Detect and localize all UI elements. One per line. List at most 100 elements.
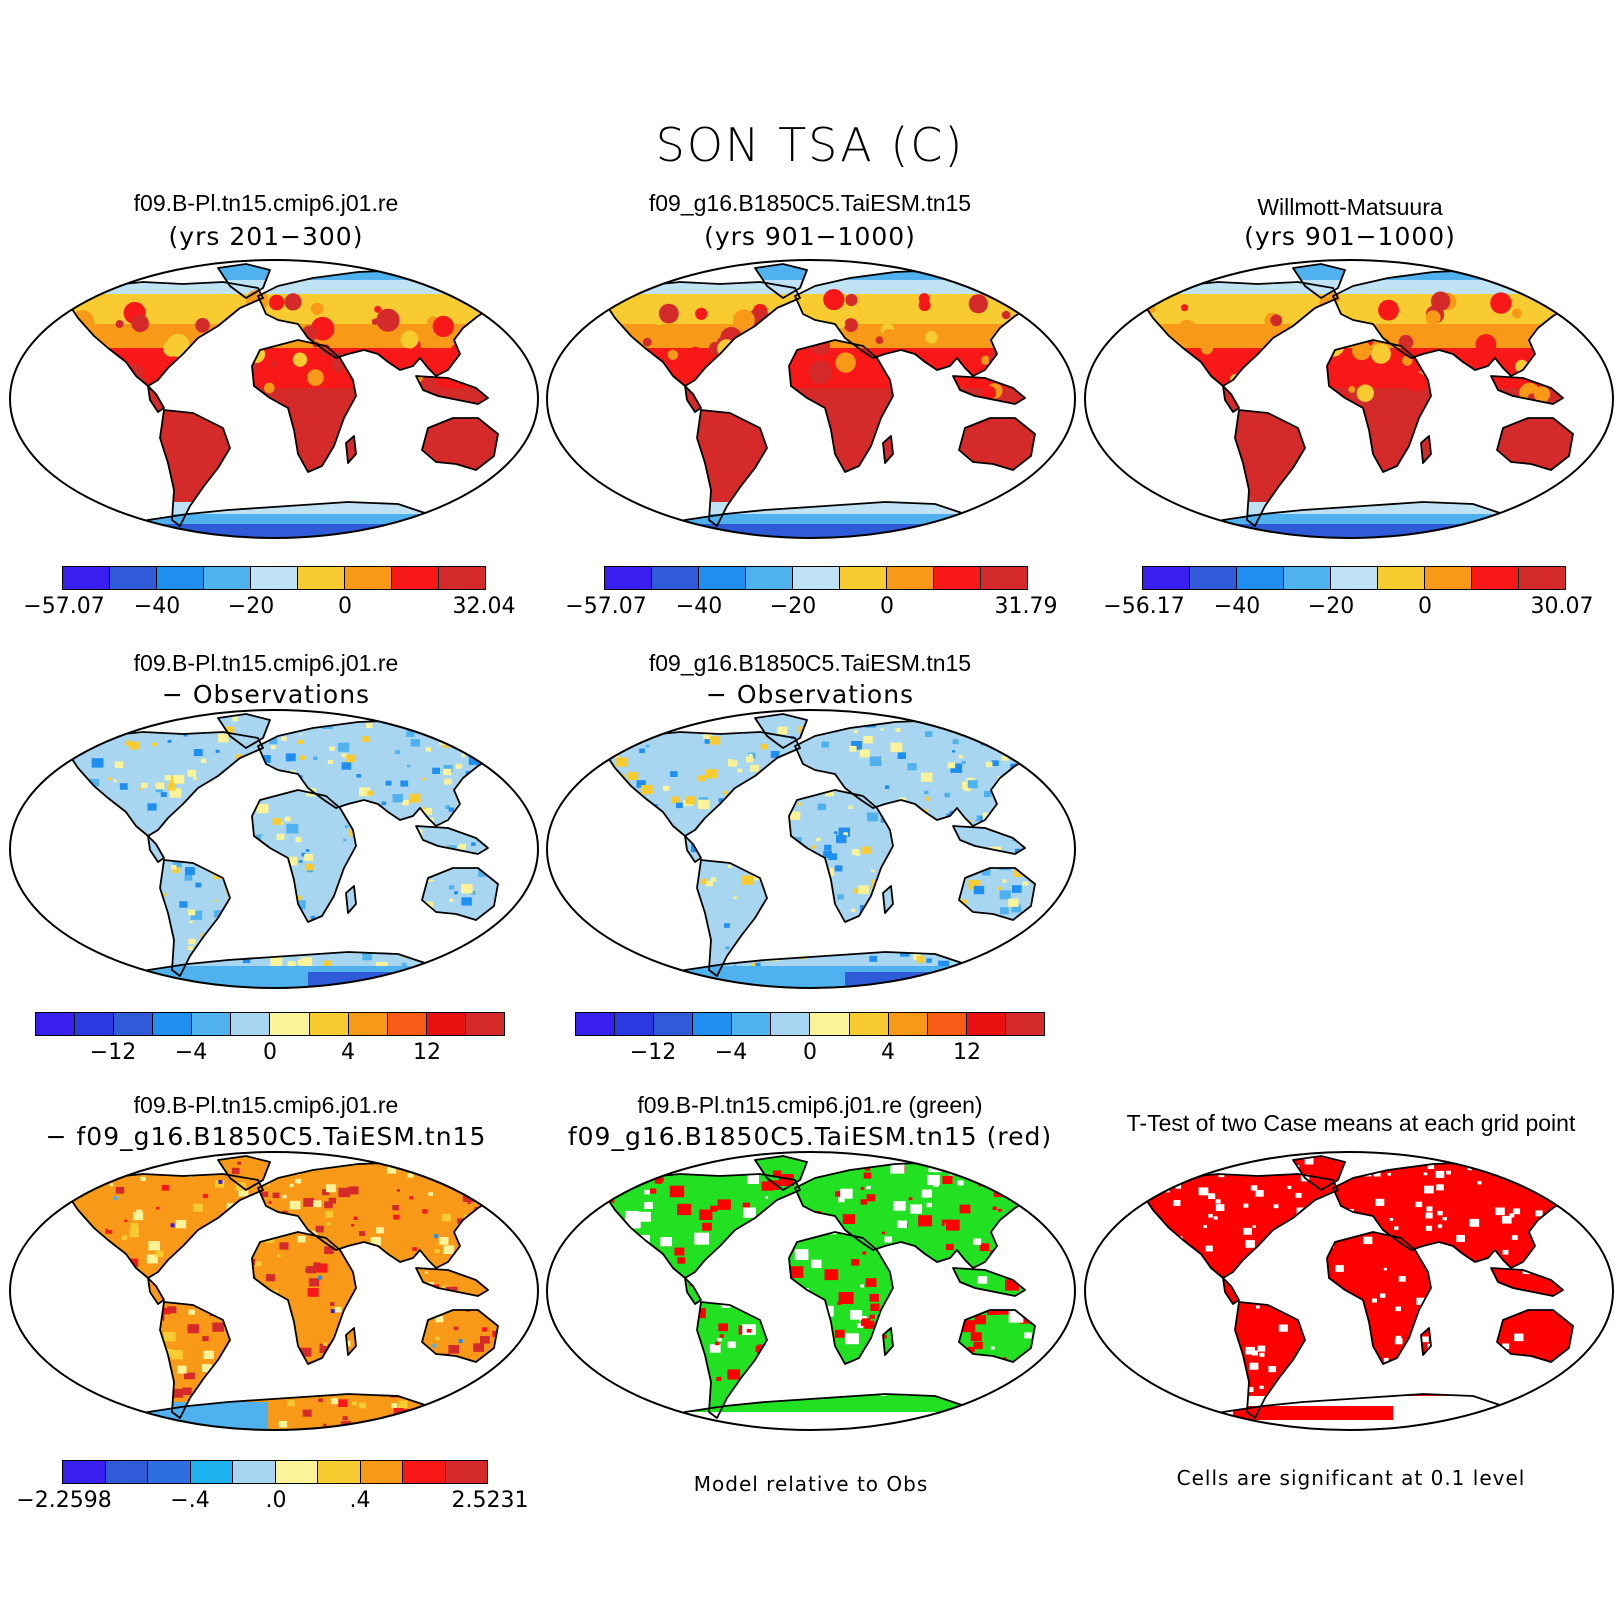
coastline-seasia bbox=[415, 825, 489, 855]
map-frame bbox=[9, 709, 539, 989]
colorbar-swatch bbox=[153, 1013, 193, 1035]
cb5-label: 12 bbox=[953, 1040, 981, 1065]
colorbar-swatch bbox=[345, 567, 392, 589]
coastline-sa bbox=[696, 409, 768, 527]
coastline-sa bbox=[159, 859, 231, 977]
colorbar-swatch bbox=[966, 1013, 1006, 1035]
coastline-africa bbox=[788, 339, 894, 473]
coastline-greenland bbox=[754, 1155, 808, 1191]
coastline-sa bbox=[696, 859, 768, 977]
coastline-sa bbox=[159, 409, 231, 527]
coastline-ca bbox=[147, 835, 165, 863]
coastline-antarctica bbox=[652, 951, 991, 988]
cb6-label: .0 bbox=[265, 1488, 287, 1513]
coastline-ca bbox=[684, 385, 702, 413]
coastline-na bbox=[67, 1173, 264, 1279]
colorbar-swatch bbox=[1284, 567, 1331, 589]
colorbar-swatch bbox=[810, 1013, 850, 1035]
coastline-africa bbox=[251, 339, 357, 473]
map-frame bbox=[546, 259, 1076, 539]
colorbar-swatch bbox=[190, 1461, 233, 1483]
map-panel-4 bbox=[8, 708, 540, 990]
coastline-na bbox=[604, 731, 801, 837]
colorbar-4 bbox=[35, 1012, 505, 1036]
cb1-label-max: 32.04 bbox=[452, 594, 516, 619]
map-frame bbox=[546, 1151, 1076, 1431]
coastline-seasia bbox=[415, 1267, 489, 1297]
colorbar-swatch bbox=[887, 567, 934, 589]
coastline-ca bbox=[684, 835, 702, 863]
cb6-label: −.4 bbox=[170, 1488, 210, 1513]
coastline-madagascar bbox=[882, 885, 894, 914]
panel5-title-line1: f09_g16.B1850C5.TaiESM.tn15 bbox=[648, 650, 972, 676]
colorbar-swatch bbox=[403, 1461, 446, 1483]
coastline-africa bbox=[1326, 339, 1432, 473]
coastline-antarctica bbox=[652, 1393, 991, 1430]
colorbar-2 bbox=[604, 566, 1028, 590]
coastline-na bbox=[1142, 281, 1339, 387]
coastline-australia bbox=[1496, 417, 1574, 471]
coastline-greenland bbox=[754, 713, 808, 749]
coastline-madagascar bbox=[1420, 435, 1432, 464]
coastline-seasia bbox=[952, 375, 1026, 405]
coastline-sa bbox=[1234, 409, 1306, 527]
colorbar-swatch bbox=[439, 567, 485, 589]
colorbar-swatch bbox=[105, 1461, 148, 1483]
panel8-title: T-Test of two Case means at each grid po… bbox=[1126, 1110, 1576, 1136]
coastline-madagascar bbox=[345, 435, 357, 464]
colorbar-swatch bbox=[148, 1461, 191, 1483]
colorbar-swatch bbox=[1472, 567, 1519, 589]
map-panel-3 bbox=[1083, 258, 1615, 540]
colorbar-swatch bbox=[251, 567, 298, 589]
colorbar-swatch bbox=[927, 1013, 967, 1035]
colorbar-swatch bbox=[204, 567, 251, 589]
colorbar-swatch bbox=[1425, 567, 1472, 589]
coastline-greenland bbox=[1292, 263, 1346, 299]
panel1-title-line1: f09.B-Pl.tn15.cmip6.j01.re bbox=[133, 190, 399, 216]
cb3-label: 0 bbox=[1418, 594, 1432, 619]
coastline-australia bbox=[421, 867, 499, 921]
cb3-label: −40 bbox=[1213, 594, 1261, 619]
coastline-sa bbox=[696, 1301, 768, 1419]
colorbar-swatch bbox=[157, 567, 204, 589]
coastline-sa bbox=[159, 1301, 231, 1419]
colorbar-swatch bbox=[360, 1461, 403, 1483]
coastline-ca bbox=[147, 1277, 165, 1305]
coastline-africa bbox=[788, 1231, 894, 1365]
cb5-label: 4 bbox=[881, 1040, 895, 1065]
colorbar-swatch bbox=[75, 1013, 115, 1035]
colorbar-swatch bbox=[615, 1013, 655, 1035]
coastline-sa bbox=[1234, 1301, 1306, 1419]
colorbar-3 bbox=[1142, 566, 1566, 590]
map-panel-5 bbox=[545, 708, 1077, 990]
panel7-title-line1: f09.B-Pl.tn15.cmip6.j01.re (green) bbox=[637, 1092, 983, 1118]
colorbar-swatch bbox=[192, 1013, 232, 1035]
cb4-label: −12 bbox=[89, 1040, 137, 1065]
coastline-na bbox=[1142, 1173, 1339, 1279]
panel1-title-line2: (yrs 201−300) bbox=[168, 222, 364, 251]
colorbar-swatch bbox=[465, 1013, 504, 1035]
panel2-title-line2: (yrs 901−1000) bbox=[704, 222, 916, 251]
coastlines bbox=[604, 713, 1052, 988]
coastline-africa bbox=[251, 1231, 357, 1365]
coastline-antarctica bbox=[115, 501, 454, 538]
coastline-seasia bbox=[415, 375, 489, 405]
cb4-label: 4 bbox=[341, 1040, 355, 1065]
colorbar-swatch bbox=[849, 1013, 889, 1035]
cb6-label-min: −2.2598 bbox=[16, 1488, 112, 1513]
coastline-australia bbox=[421, 1309, 499, 1363]
map-frame bbox=[9, 1151, 539, 1431]
map-panel-1 bbox=[8, 258, 540, 540]
coastline-africa bbox=[251, 789, 357, 923]
colorbar-swatch bbox=[1190, 567, 1237, 589]
colorbar-swatch bbox=[392, 567, 439, 589]
colorbar-swatch bbox=[387, 1013, 427, 1035]
colorbar-swatch bbox=[348, 1013, 388, 1035]
coastline-ca bbox=[147, 385, 165, 413]
cb6-label-max: 2.5231 bbox=[451, 1488, 529, 1513]
colorbar-swatch bbox=[654, 1013, 694, 1035]
coastline-na bbox=[604, 281, 801, 387]
coastline-madagascar bbox=[882, 1327, 894, 1356]
cb6-label: .4 bbox=[349, 1488, 371, 1513]
panel2-title-line1: f09_g16.B1850C5.TaiESM.tn15 bbox=[648, 190, 972, 216]
